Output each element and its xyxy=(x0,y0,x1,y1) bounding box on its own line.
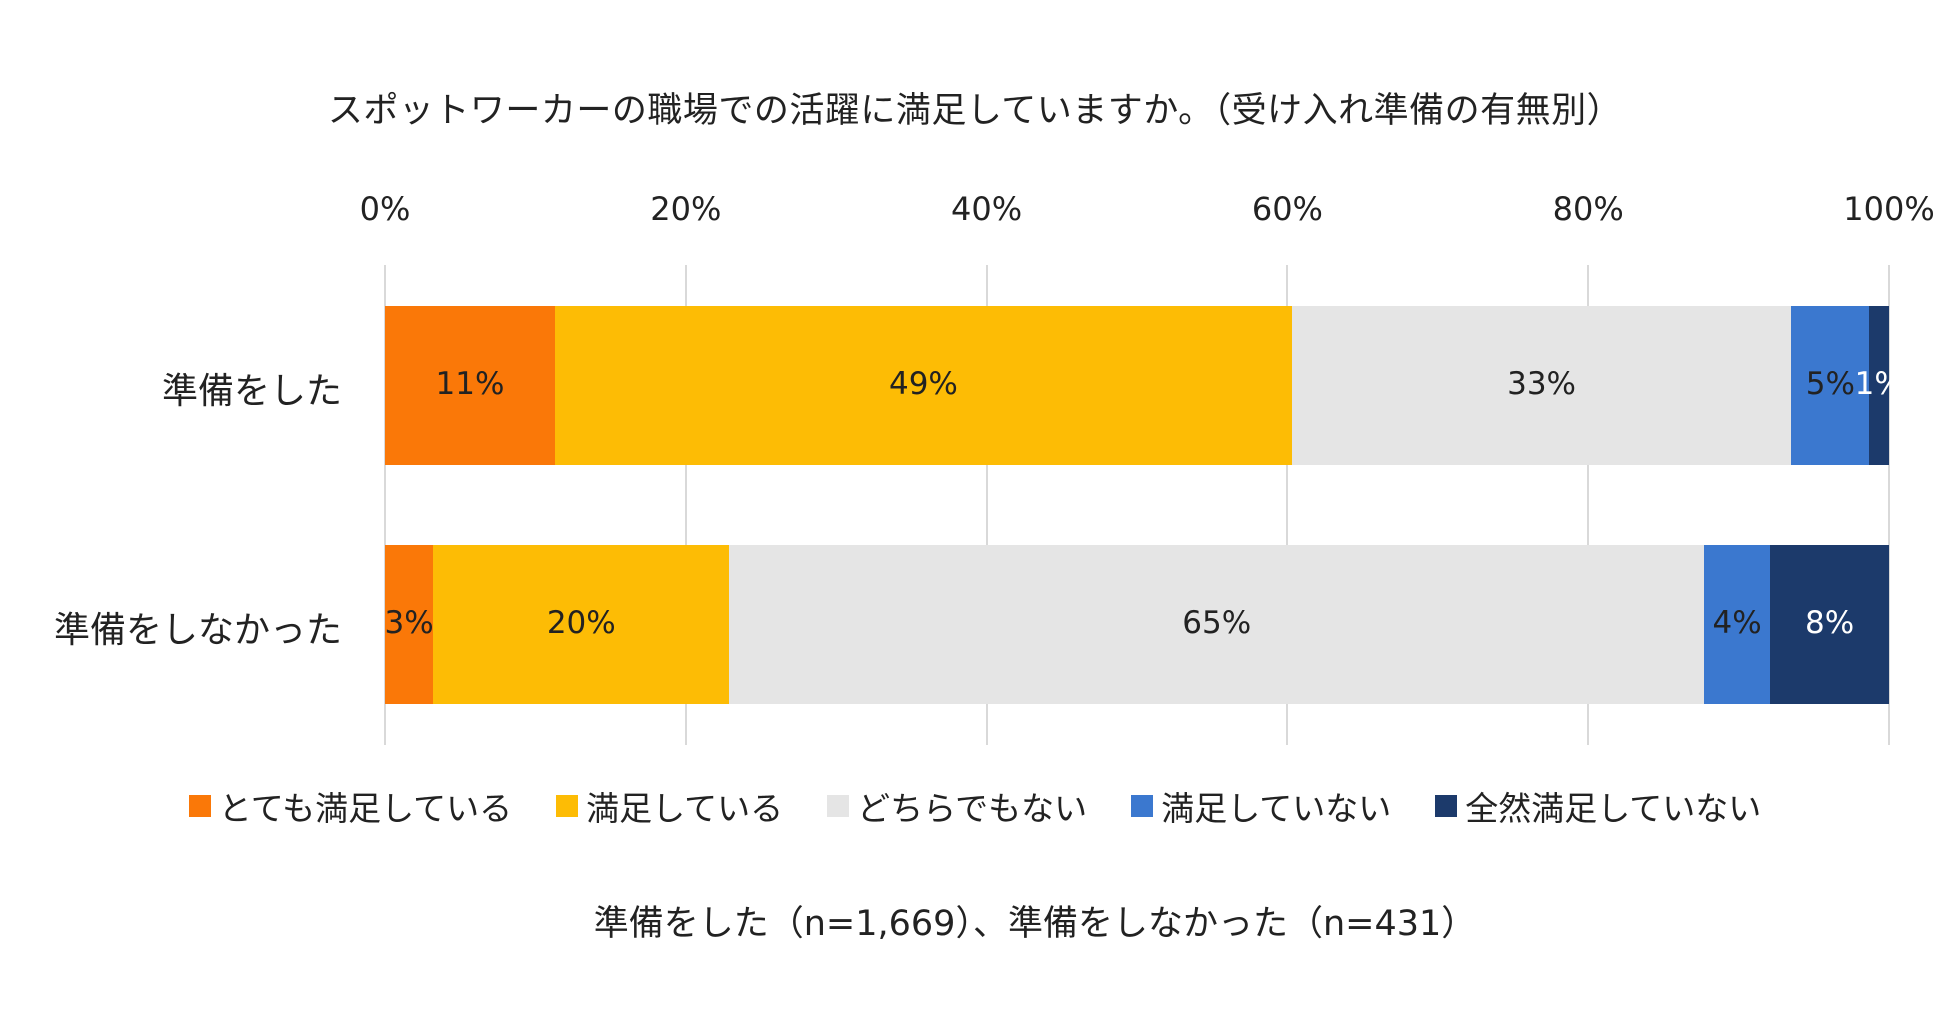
gridline xyxy=(1587,265,1590,745)
bar-segment xyxy=(1791,306,1870,465)
x-tick-label: 60% xyxy=(1251,190,1323,228)
legend-label: 満足していない xyxy=(1161,789,1392,828)
legend-swatch xyxy=(1435,795,1458,817)
legend-item: 満足している xyxy=(556,782,783,830)
data-label: 49% xyxy=(888,365,958,402)
legend-swatch xyxy=(1131,795,1154,817)
bar-segment xyxy=(1770,545,1889,704)
data-label: 4% xyxy=(1712,604,1762,641)
legend-item: 全然満足していない xyxy=(1435,782,1761,830)
bar-segment xyxy=(385,545,434,704)
legend-item: どちらでもない xyxy=(827,782,1087,830)
x-tick-label: 100% xyxy=(1843,190,1935,228)
legend-item: 満足していない xyxy=(1131,782,1391,830)
category-label: 準備をした xyxy=(161,370,342,412)
bar-segment xyxy=(385,306,555,465)
x-tick-label: 0% xyxy=(359,190,411,228)
gridline xyxy=(384,265,386,745)
x-tick-label: 40% xyxy=(951,190,1023,228)
data-label: 65% xyxy=(1182,604,1252,641)
gridline xyxy=(985,265,988,745)
data-label: 8% xyxy=(1804,604,1855,641)
data-label: 3% xyxy=(384,604,434,641)
chart-title: スポットワーカーの職場での活躍に満足していますか。（受け入れ準備の有無別） xyxy=(327,91,1623,131)
legend: とても満足している 満足している どちらでもない 満足していない 全然満足していない xyxy=(0,782,1950,830)
legend-label: 全然満足していない xyxy=(1465,789,1762,828)
bar-segment xyxy=(729,545,1704,704)
gridline xyxy=(684,265,687,745)
legend-swatch xyxy=(556,795,579,817)
bar-segment xyxy=(554,306,1292,465)
category-label: 準備をしなかった xyxy=(53,609,342,651)
data-label: 11% xyxy=(435,365,505,402)
bar-segment xyxy=(1291,306,1792,465)
bar-segment xyxy=(1869,306,1889,465)
legend-swatch xyxy=(188,795,211,817)
data-label: 33% xyxy=(1507,365,1577,402)
x-tick-label: 80% xyxy=(1552,190,1624,228)
data-label: 5% xyxy=(1805,365,1855,402)
bar-segment xyxy=(1704,545,1771,704)
legend-item: とても満足している xyxy=(188,782,513,830)
legend-swatch xyxy=(827,795,850,817)
legend-label: どちらでもない xyxy=(857,789,1088,828)
x-tick-label: 20% xyxy=(650,190,722,228)
legend-label: 満足している xyxy=(586,789,784,828)
gridline xyxy=(1888,265,1890,745)
data-label: 1% xyxy=(1854,365,1904,402)
sample-size-note: 準備をした（n=1,669）、準備をしなかった（n=431） xyxy=(593,904,1477,944)
data-label: 20% xyxy=(546,604,616,641)
bar-segment xyxy=(433,545,730,704)
legend-label: とても満足している xyxy=(218,789,513,828)
gridline xyxy=(1286,265,1289,745)
